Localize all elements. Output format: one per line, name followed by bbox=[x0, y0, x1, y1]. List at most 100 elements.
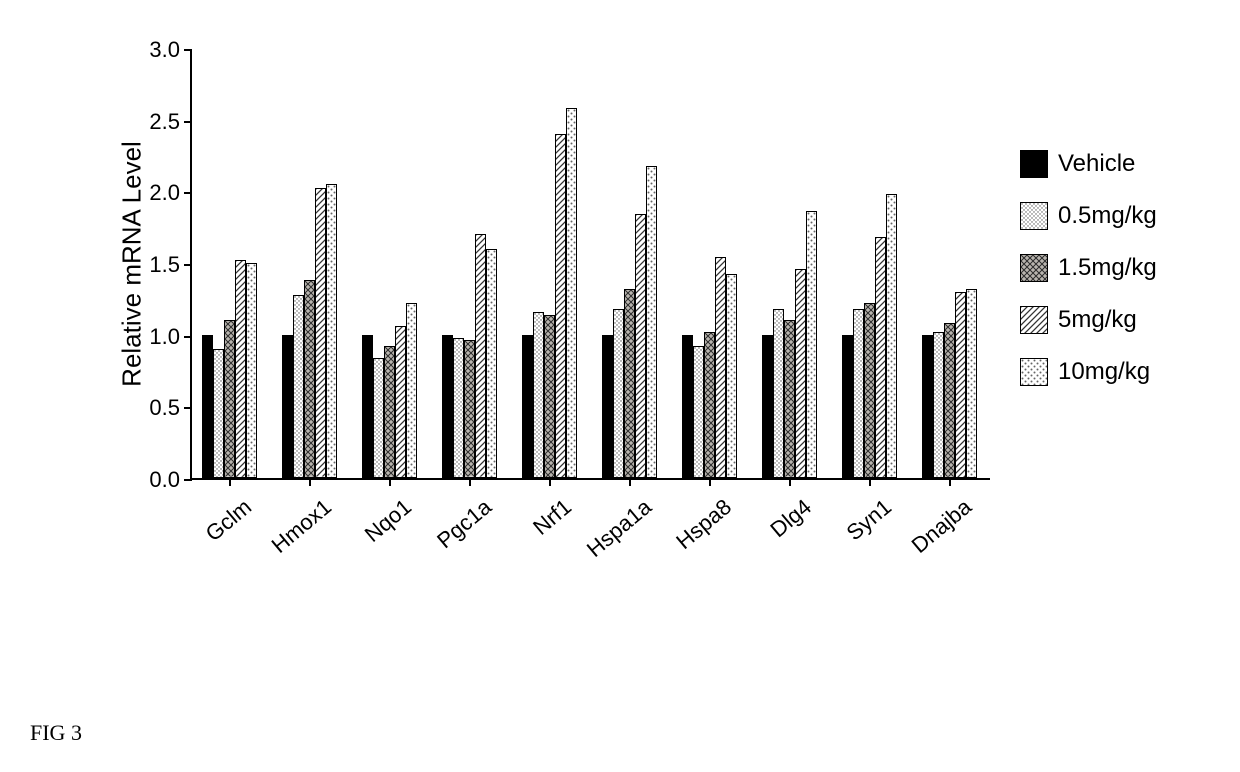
legend-item: 10mg/kg bbox=[1020, 358, 1220, 386]
legend-item: 5mg/kg bbox=[1020, 306, 1220, 334]
legend-label: Vehicle bbox=[1058, 150, 1135, 178]
bar bbox=[555, 134, 566, 478]
xtick-mark bbox=[309, 478, 311, 486]
xtick-mark bbox=[869, 478, 871, 486]
xtick-mark bbox=[389, 478, 391, 486]
xtick-label: Hspa8 bbox=[643, 494, 736, 578]
legend-swatch bbox=[1020, 358, 1048, 386]
bar bbox=[773, 309, 784, 478]
bar bbox=[544, 315, 555, 478]
bar bbox=[602, 335, 613, 478]
bar bbox=[842, 335, 853, 478]
ytick-label: 0.0 bbox=[149, 467, 180, 493]
legend-item: 1.5mg/kg bbox=[1020, 254, 1220, 282]
bar bbox=[362, 335, 373, 478]
ytick-mark bbox=[184, 479, 192, 481]
bar bbox=[704, 332, 715, 478]
bar bbox=[624, 289, 635, 478]
figure-wrap: Relative mRNA Level 0.0 0.5 1.0 1.5 2.0 2.5 3.… bbox=[0, 0, 1240, 772]
bar bbox=[922, 335, 933, 478]
xtick-mark bbox=[949, 478, 951, 486]
bar bbox=[693, 346, 704, 478]
bar bbox=[293, 295, 304, 478]
bar bbox=[886, 194, 897, 478]
bar bbox=[453, 338, 464, 478]
ytick-label: 0.5 bbox=[149, 395, 180, 421]
ytick-label: 3.0 bbox=[149, 37, 180, 63]
xtick-label: Dnajba bbox=[883, 494, 976, 578]
ytick-label: 2.0 bbox=[149, 180, 180, 206]
bar bbox=[486, 249, 497, 478]
legend-swatch bbox=[1020, 202, 1048, 230]
bar bbox=[282, 335, 293, 478]
bar bbox=[522, 335, 533, 478]
xtick-mark bbox=[709, 478, 711, 486]
ytick-label: 1.0 bbox=[149, 324, 180, 350]
ytick-mark bbox=[184, 407, 192, 409]
bar bbox=[635, 214, 646, 478]
xtick-label: Gclm bbox=[163, 494, 256, 578]
bar bbox=[806, 211, 817, 478]
bar bbox=[613, 309, 624, 478]
bar bbox=[246, 263, 257, 478]
xtick-label: Hmox1 bbox=[243, 494, 336, 578]
ytick-mark bbox=[184, 264, 192, 266]
bar bbox=[646, 166, 657, 478]
legend-item: Vehicle bbox=[1020, 150, 1220, 178]
bar bbox=[395, 326, 406, 478]
ytick-mark bbox=[184, 49, 192, 51]
bar bbox=[235, 260, 246, 478]
xtick-mark bbox=[469, 478, 471, 486]
xtick-label: Pgc1a bbox=[403, 494, 496, 578]
figure-caption: FIG 3 bbox=[30, 720, 82, 746]
bar bbox=[442, 335, 453, 478]
bar bbox=[475, 234, 486, 478]
legend: Vehicle 0.5mg/kg 1.5mg/kg 5mg/kg 10mg/kg bbox=[1020, 150, 1220, 410]
xtick-label: Hspa1a bbox=[563, 494, 656, 578]
xtick-label: Syn1 bbox=[803, 494, 896, 578]
legend-swatch bbox=[1020, 150, 1048, 178]
bar bbox=[384, 346, 395, 478]
bar bbox=[304, 280, 315, 478]
ytick-mark bbox=[184, 192, 192, 194]
bar bbox=[944, 323, 955, 478]
bar bbox=[406, 303, 417, 478]
bar bbox=[373, 358, 384, 478]
xtick-label: Nqo1 bbox=[323, 494, 416, 578]
bar bbox=[566, 108, 577, 478]
bar bbox=[715, 257, 726, 478]
xtick-label: Dlg4 bbox=[723, 494, 816, 578]
bar bbox=[762, 335, 773, 478]
bar bbox=[933, 332, 944, 478]
ytick-label: 2.5 bbox=[149, 109, 180, 135]
bar bbox=[326, 184, 337, 478]
bar bbox=[966, 289, 977, 478]
bar bbox=[784, 320, 795, 478]
xtick-label: Nrf1 bbox=[483, 494, 576, 578]
legend-swatch bbox=[1020, 306, 1048, 334]
y-axis-label: Relative mRNA Level bbox=[117, 141, 148, 387]
legend-item: 0.5mg/kg bbox=[1020, 202, 1220, 230]
xtick-mark bbox=[549, 478, 551, 486]
ytick-label: 1.5 bbox=[149, 252, 180, 278]
bar bbox=[795, 269, 806, 478]
bars-layer bbox=[192, 50, 990, 478]
legend-label: 10mg/kg bbox=[1058, 358, 1150, 386]
legend-label: 0.5mg/kg bbox=[1058, 202, 1157, 230]
bar bbox=[955, 292, 966, 478]
bar bbox=[864, 303, 875, 478]
bar bbox=[315, 188, 326, 478]
bar bbox=[853, 309, 864, 478]
legend-swatch bbox=[1020, 254, 1048, 282]
ytick-mark bbox=[184, 121, 192, 123]
bar bbox=[682, 335, 693, 478]
xtick-mark bbox=[789, 478, 791, 486]
xtick-mark bbox=[629, 478, 631, 486]
bar bbox=[213, 349, 224, 478]
bar bbox=[533, 312, 544, 478]
bar bbox=[464, 340, 475, 478]
bar bbox=[875, 237, 886, 478]
xtick-mark bbox=[229, 478, 231, 486]
bar bbox=[726, 274, 737, 478]
bar bbox=[202, 335, 213, 478]
